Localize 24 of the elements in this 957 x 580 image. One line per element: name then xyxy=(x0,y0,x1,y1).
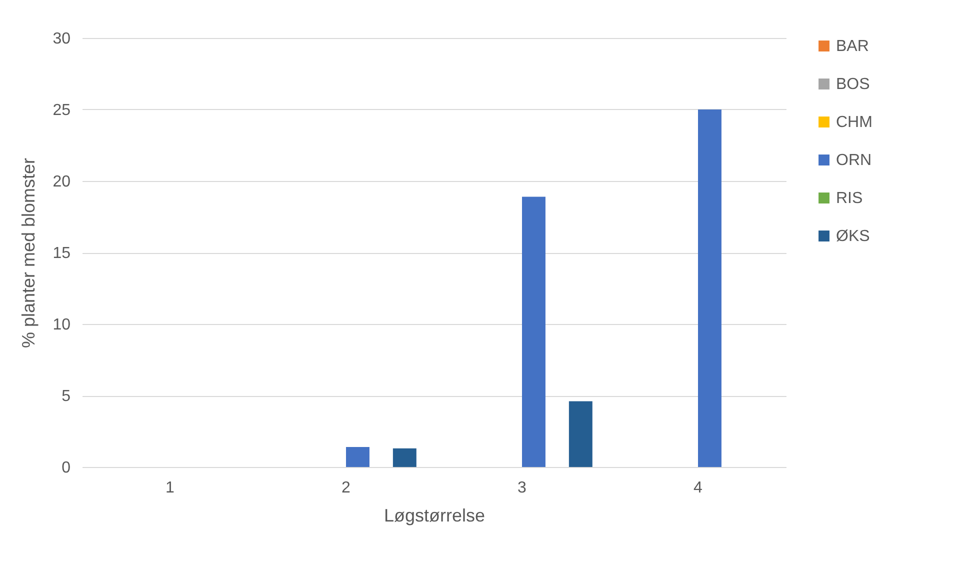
y-tick-label: 30 xyxy=(52,30,71,48)
legend-label: CHM xyxy=(836,114,872,131)
legend-label: BOS xyxy=(836,76,870,93)
y-tick-label: 5 xyxy=(62,388,71,405)
legend-label: RIS xyxy=(836,190,863,207)
y-tick-label: 10 xyxy=(52,316,71,334)
bar xyxy=(568,401,592,467)
y-tick-label: 20 xyxy=(52,174,71,190)
y-axis-title: % planter med blomster xyxy=(18,158,39,348)
bar xyxy=(346,446,370,467)
legend-label: ØKS xyxy=(836,228,870,245)
legend-label: ORN xyxy=(836,152,872,169)
x-tick-label: 4 xyxy=(694,480,703,496)
y-tick-label: 0 xyxy=(62,460,71,476)
x-tick-label: 2 xyxy=(342,480,351,496)
y-tick-label: 15 xyxy=(52,245,71,262)
x-tick-label: 3 xyxy=(518,480,527,496)
legend-label: BAR xyxy=(836,38,869,55)
y-tick-label: 25 xyxy=(52,102,71,119)
x-axis-title: Løgstørrelse xyxy=(384,506,486,526)
x-tick-label: 1 xyxy=(166,480,175,496)
bar xyxy=(522,196,546,467)
bar xyxy=(392,448,416,467)
bar xyxy=(698,110,722,467)
